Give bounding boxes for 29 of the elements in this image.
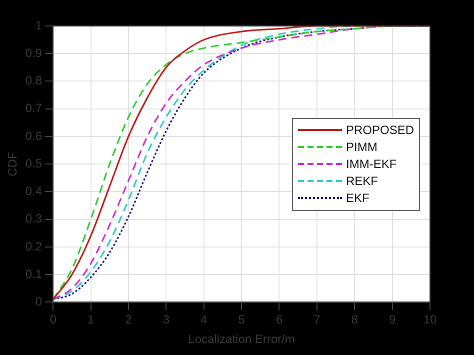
y-tick-label: 0 [35, 294, 42, 309]
y-tick-label: 0.3 [25, 212, 42, 226]
x-tick-label: 7 [314, 312, 321, 327]
y-tick-label: 0.1 [25, 266, 42, 281]
legend-label: PROPOSED [346, 123, 414, 138]
y-tick-label: 0.6 [25, 128, 42, 143]
x-tick-label: 1 [87, 312, 94, 327]
x-tick-label: 0 [50, 312, 57, 327]
y-tick-label: 1 [35, 18, 42, 32]
x-tick-label: 10 [423, 312, 437, 327]
x-axis-title: Localization Error/m [188, 332, 295, 346]
y-tick-label: 0.5 [25, 156, 42, 170]
y-tick-label: 0.9 [25, 46, 42, 60]
legend-label: PIMM [346, 140, 378, 154]
legend-label: IMM-EKF [346, 157, 397, 172]
x-tick-label: 5 [238, 312, 246, 327]
legend-label: EKF [346, 191, 370, 206]
y-tick-label: 0.2 [25, 239, 42, 254]
x-tick-label: 8 [351, 312, 358, 327]
x-tick-label: 2 [125, 312, 132, 327]
x-tick-label: 4 [200, 312, 208, 327]
y-tick-label: 0.8 [25, 74, 42, 88]
y-axis-title: CDF [6, 152, 20, 176]
x-tick-label: 6 [276, 312, 283, 327]
x-tick-label: 9 [388, 312, 396, 327]
x-tick-label: 3 [162, 312, 170, 327]
y-tick-label: 0.7 [25, 101, 42, 116]
y-tick-label: 0.4 [25, 184, 42, 198]
legend-label: REKF [346, 174, 378, 188]
